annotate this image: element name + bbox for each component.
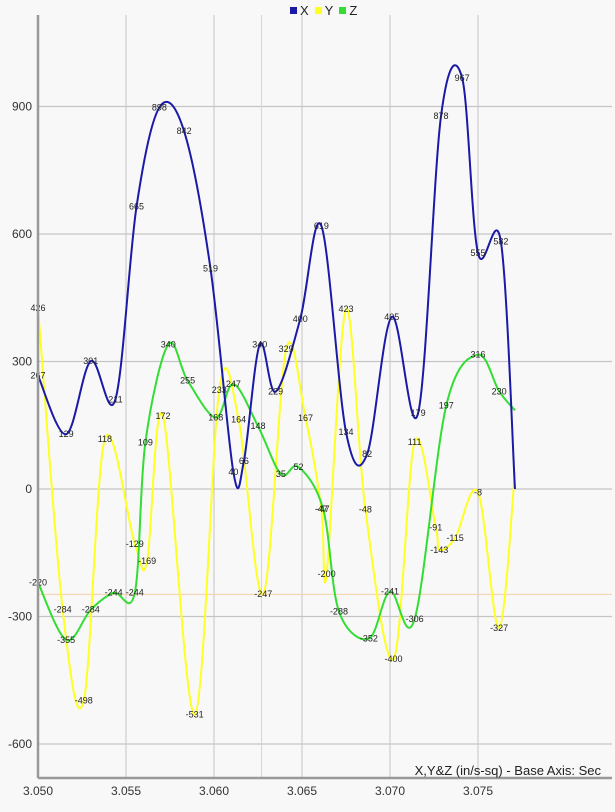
data-point-label: 111 (408, 437, 422, 447)
data-point-label: -8 (474, 487, 482, 497)
data-point-label: -284 (82, 605, 100, 615)
data-point-label: -200 (318, 569, 336, 579)
data-point-label: 109 (138, 438, 153, 448)
data-point-label: -244 (126, 588, 144, 598)
data-point-label: 233 (212, 385, 227, 395)
y-tick-label: 900 (12, 100, 32, 114)
series-line-y[interactable] (37, 307, 516, 716)
data-point-label: 40 (228, 467, 238, 477)
axis-title: X,Y&Z (in/s-sq) - Base Axis: Sec (415, 763, 602, 778)
data-point-label: -306 (406, 614, 424, 624)
legend-item-y[interactable]: Y (314, 3, 334, 18)
legend-item-x[interactable]: X (290, 3, 309, 18)
data-point-label: -498 (75, 696, 93, 706)
legend-swatch-y (314, 7, 322, 14)
axes: 900 600 300 0 -300 -600 3.050 3.055 3.060 3.065 3.… (8, 15, 612, 798)
data-point-label: 316 (470, 350, 485, 360)
legend-swatch-z (339, 7, 347, 14)
x-tick-label: 3.070 (375, 784, 405, 798)
data-point-label: 898 (152, 102, 167, 112)
legend-label-y: Y (324, 3, 334, 18)
x-tick-label: 3.060 (199, 784, 229, 798)
legend-label-x: X (300, 3, 309, 18)
data-point-label: 340 (161, 340, 176, 350)
data-point-label: -47 (315, 504, 328, 514)
data-point-label: 255 (180, 376, 195, 386)
data-point-label: -47 (317, 504, 330, 514)
data-point-label: 400 (293, 314, 308, 324)
chart-legend: X Y Z (290, 3, 357, 18)
data-point-label: 329 (279, 344, 294, 354)
point-labels: 2671293012116658988425194066340229400619… (29, 73, 508, 720)
data-point-label: 519 (203, 263, 218, 273)
data-point-label: -355 (57, 635, 75, 645)
data-point-label: 118 (98, 434, 112, 444)
data-point-label: -48 (359, 504, 372, 514)
data-point-label: 164 (231, 414, 246, 424)
legend-item-z[interactable]: Z (339, 3, 357, 18)
data-point-label: 52 (293, 462, 303, 472)
data-point-label: -241 (381, 586, 399, 596)
data-point-label: 230 (492, 386, 507, 396)
data-point-label: 423 (338, 304, 353, 314)
x-tick-label: 3.050 (23, 784, 53, 798)
legend-label-z: Z (349, 3, 358, 18)
data-point-label: -143 (430, 545, 448, 555)
data-point-label: 35 (276, 469, 286, 479)
data-point-label: 405 (384, 312, 399, 322)
series-lines (37, 64, 516, 716)
y-tick-label: -300 (8, 610, 32, 624)
data-point-label: -327 (490, 623, 508, 633)
x-tick-label: 3.055 (111, 784, 141, 798)
series-line-x[interactable] (37, 64, 516, 490)
data-point-label: 340 (252, 340, 267, 350)
data-point-label: 247 (226, 379, 241, 389)
data-point-label: 179 (411, 408, 426, 418)
data-point-label: 665 (129, 201, 144, 211)
data-point-label: 148 (250, 421, 265, 431)
data-point-label: 842 (177, 126, 192, 136)
data-point-label: 134 (338, 427, 353, 437)
data-point-label: 967 (455, 73, 470, 83)
data-point-label: 619 (314, 221, 329, 231)
legend-swatch-x (290, 7, 297, 14)
data-point-label: -244 (105, 588, 123, 598)
y-tick-label: 600 (12, 227, 32, 241)
data-point-label: 555 (470, 248, 485, 258)
data-point-label: -91 (429, 523, 442, 533)
data-point-label: 172 (155, 411, 170, 421)
data-point-label: -169 (138, 556, 156, 566)
y-tick-label: -600 (8, 737, 32, 751)
data-point-label: -531 (186, 710, 204, 720)
data-point-label: 878 (434, 111, 449, 121)
x-tick-label: 3.065 (287, 784, 317, 798)
data-point-label: -247 (254, 589, 272, 599)
data-point-label: -115 (446, 533, 463, 543)
series-line-z[interactable] (37, 341, 516, 642)
data-point-label: 301 (83, 356, 98, 366)
data-point-label: 582 (493, 237, 508, 247)
x-tick-label: 3.075 (463, 784, 493, 798)
data-point-label: 197 (439, 400, 454, 410)
data-point-label: 211 (108, 394, 122, 404)
data-point-label: -288 (330, 606, 348, 616)
data-point-label: 129 (59, 429, 74, 439)
data-point-label: -129 (126, 539, 144, 549)
data-point-label: 167 (298, 413, 313, 423)
data-point-label: -400 (385, 654, 403, 664)
y-tick-label: 0 (25, 482, 32, 496)
data-point-label: 168 (208, 413, 223, 423)
data-point-label: -284 (54, 605, 72, 615)
data-point-label: 66 (239, 456, 249, 466)
data-point-label: -352 (360, 634, 378, 644)
grid-lines (38, 15, 612, 778)
y-tick-label: 300 (12, 355, 32, 369)
data-point-label: 229 (268, 387, 283, 397)
data-point-label: 82 (362, 449, 372, 459)
reference-lines (38, 15, 612, 778)
